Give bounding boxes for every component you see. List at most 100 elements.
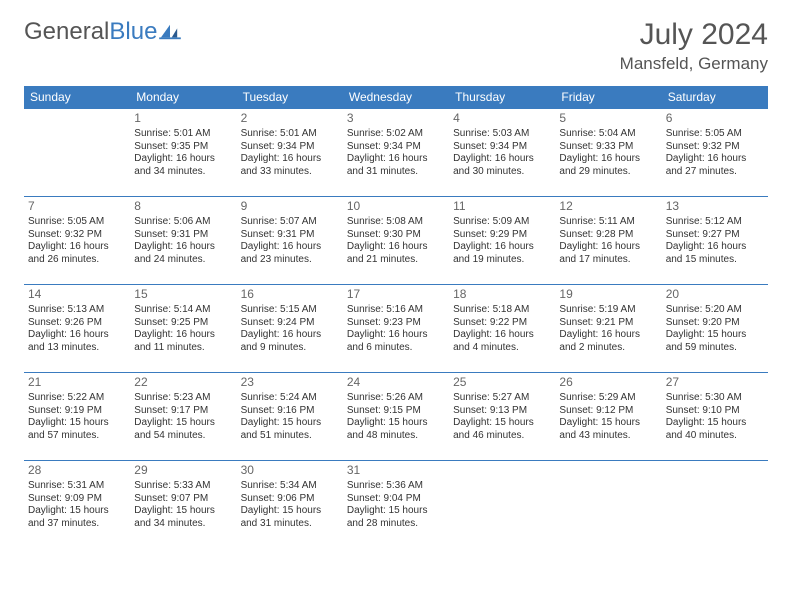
daylight-line: Daylight: 15 hours and 34 minutes. (134, 505, 232, 530)
sunset-line: Sunset: 9:26 PM (28, 317, 126, 330)
sunrise-line: Sunrise: 5:24 AM (241, 392, 339, 405)
day-number: 28 (28, 463, 126, 478)
day-cell: 27Sunrise: 5:30 AMSunset: 9:10 PMDayligh… (662, 373, 768, 461)
day-number: 6 (666, 111, 764, 126)
sunset-line: Sunset: 9:31 PM (134, 229, 232, 242)
sunrise-line: Sunrise: 5:33 AM (134, 480, 232, 493)
daylight-line: Daylight: 16 hours and 23 minutes. (241, 241, 339, 266)
calendar-row: 7Sunrise: 5:05 AMSunset: 9:32 PMDaylight… (24, 197, 768, 285)
sunrise-line: Sunrise: 5:36 AM (347, 480, 445, 493)
sunrise-line: Sunrise: 5:04 AM (559, 128, 657, 141)
calendar-row: 28 Sunrise: 5:31 AMSunset: 9:09 PM Dayligh… (24, 461, 768, 549)
sunrise-line: Sunrise: 5:13 AM (28, 304, 126, 317)
sunset-line: Sunset: 9:16 PM (241, 405, 339, 418)
day-cell: 21Sunrise: 5:22 AMSunset: 9:19 PMDayligh… (24, 373, 130, 461)
day-cell: 4Sunrise: 5:03 AMSunset: 9:34 PMDaylight… (449, 109, 555, 197)
sunrise-line: Sunrise: 5:15 AM (241, 304, 339, 317)
day-number: 27 (666, 375, 764, 390)
sunrise-line: Sunrise: 5:01 AM (134, 128, 232, 141)
day-cell: 3Sunrise: 5:02 AMSunset: 9:34 PMDaylight… (343, 109, 449, 197)
sunset-line: Sunset: 9:30 PM (347, 229, 445, 242)
sunset-line: Sunset: 9:23 PM (347, 317, 445, 330)
empty-cell (662, 461, 768, 549)
weekday-header: Tuesday (237, 86, 343, 109)
sunrise-line: Sunrise: 5:22 AM (28, 392, 126, 405)
day-cell: 17Sunrise: 5:16 AMSunset: 9:23 PMDayligh… (343, 285, 449, 373)
day-cell: 9Sunrise: 5:07 AMSunset: 9:31 PMDaylight… (237, 197, 343, 285)
sunrise-line: Sunrise: 5:09 AM (453, 216, 551, 229)
calendar-page: GeneralBlue July 2024 Mansfeld, Germany … (0, 0, 792, 567)
location-label: Mansfeld, Germany (620, 54, 768, 74)
weekday-row: SundayMondayTuesdayWednesdayThursdayFrid… (24, 86, 768, 109)
sunset-line: Sunset: 9:34 PM (453, 141, 551, 154)
day-cell: 1Sunrise: 5:01 AMSunset: 9:35 PMDaylight… (130, 109, 236, 197)
sunset-line: Sunset: 9:35 PM (134, 141, 232, 154)
sunset-line: Sunset: 9:34 PM (241, 141, 339, 154)
empty-cell (555, 461, 661, 549)
day-cell: 11Sunrise: 5:09 AMSunset: 9:29 PMDayligh… (449, 197, 555, 285)
daylight-line: Daylight: 16 hours and 33 minutes. (241, 153, 339, 178)
day-number: 31 (347, 463, 445, 478)
day-cell: 10Sunrise: 5:08 AMSunset: 9:30 PMDayligh… (343, 197, 449, 285)
calendar-row: 1Sunrise: 5:01 AMSunset: 9:35 PMDaylight… (24, 109, 768, 197)
daylight-line: Daylight: 16 hours and 11 minutes. (134, 329, 232, 354)
sunrise-line: Sunrise: 5:26 AM (347, 392, 445, 405)
sunrise-line: Sunrise: 5:30 AM (666, 392, 764, 405)
day-number: 17 (347, 287, 445, 302)
daylight-line: Daylight: 16 hours and 4 minutes. (453, 329, 551, 354)
sunset-line: Sunset: 9:32 PM (666, 141, 764, 154)
sunset-line: Sunset: 9:13 PM (453, 405, 551, 418)
sunrise-line: Sunrise: 5:02 AM (347, 128, 445, 141)
day-number: 29 (134, 463, 232, 478)
day-number: 2 (241, 111, 339, 126)
sunrise-line: Sunrise: 5:27 AM (453, 392, 551, 405)
day-cell: 18Sunrise: 5:18 AMSunset: 9:22 PMDayligh… (449, 285, 555, 373)
daylight-line: Daylight: 15 hours and 28 minutes. (347, 505, 445, 530)
sunrise-line: Sunrise: 5:12 AM (666, 216, 764, 229)
sunset-line: Sunset: 9:09 PM (28, 493, 126, 506)
sunrise-line: Sunrise: 5:23 AM (134, 392, 232, 405)
logo-text-blue: Blue (109, 18, 157, 46)
day-number: 15 (134, 287, 232, 302)
day-cell: 25Sunrise: 5:27 AMSunset: 9:13 PMDayligh… (449, 373, 555, 461)
daylight-line: Daylight: 16 hours and 15 minutes. (666, 241, 764, 266)
day-number: 3 (347, 111, 445, 126)
sunrise-line: Sunrise: 5:14 AM (134, 304, 232, 317)
daylight-line: Daylight: 15 hours and 40 minutes. (666, 417, 764, 442)
day-cell: 26Sunrise: 5:29 AMSunset: 9:12 PMDayligh… (555, 373, 661, 461)
sunset-line: Sunset: 9:25 PM (134, 317, 232, 330)
day-number: 10 (347, 199, 445, 214)
sunrise-line: Sunrise: 5:31 AM (28, 480, 126, 493)
daylight-line: Daylight: 15 hours and 51 minutes. (241, 417, 339, 442)
daylight-line: Daylight: 15 hours and 46 minutes. (453, 417, 551, 442)
daylight-line: Daylight: 16 hours and 30 minutes. (453, 153, 551, 178)
title-block: July 2024 Mansfeld, Germany (620, 18, 768, 74)
daylight-line: Daylight: 16 hours and 19 minutes. (453, 241, 551, 266)
sunset-line: Sunset: 9:24 PM (241, 317, 339, 330)
sunrise-line: Sunrise: 5:05 AM (28, 216, 126, 229)
sunset-line: Sunset: 9:12 PM (559, 405, 657, 418)
day-number: 24 (347, 375, 445, 390)
sunset-line: Sunset: 9:33 PM (559, 141, 657, 154)
day-cell: 29Sunrise: 5:33 AMSunset: 9:07 PMDayligh… (130, 461, 236, 549)
daylight-line: Daylight: 15 hours and 59 minutes. (666, 329, 764, 354)
sunrise-line: Sunrise: 5:07 AM (241, 216, 339, 229)
day-number: 23 (241, 375, 339, 390)
weekday-header: Monday (130, 86, 236, 109)
calendar-body: 1Sunrise: 5:01 AMSunset: 9:35 PMDaylight… (24, 109, 768, 549)
day-cell: 14Sunrise: 5:13 AMSunset: 9:26 PMDayligh… (24, 285, 130, 373)
sunrise-line: Sunrise: 5:08 AM (347, 216, 445, 229)
calendar-row: 14Sunrise: 5:13 AMSunset: 9:26 PMDayligh… (24, 285, 768, 373)
day-number: 30 (241, 463, 339, 478)
empty-cell (24, 109, 130, 197)
sunrise-line: Sunrise: 5:34 AM (241, 480, 339, 493)
calendar-table: SundayMondayTuesdayWednesdayThursdayFrid… (24, 86, 768, 549)
sunset-line: Sunset: 9:19 PM (28, 405, 126, 418)
sunrise-line: Sunrise: 5:03 AM (453, 128, 551, 141)
sunrise-line: Sunrise: 5:01 AM (241, 128, 339, 141)
day-number: 19 (559, 287, 657, 302)
daylight-line: Daylight: 15 hours and 54 minutes. (134, 417, 232, 442)
sunrise-line: Sunrise: 5:18 AM (453, 304, 551, 317)
day-cell: 23 Sunrise: 5:24 AMSunset: 9:16 PMDayligh… (237, 373, 343, 461)
calendar-row: 21Sunrise: 5:22 AMSunset: 9:19 PMDayligh… (24, 373, 768, 461)
